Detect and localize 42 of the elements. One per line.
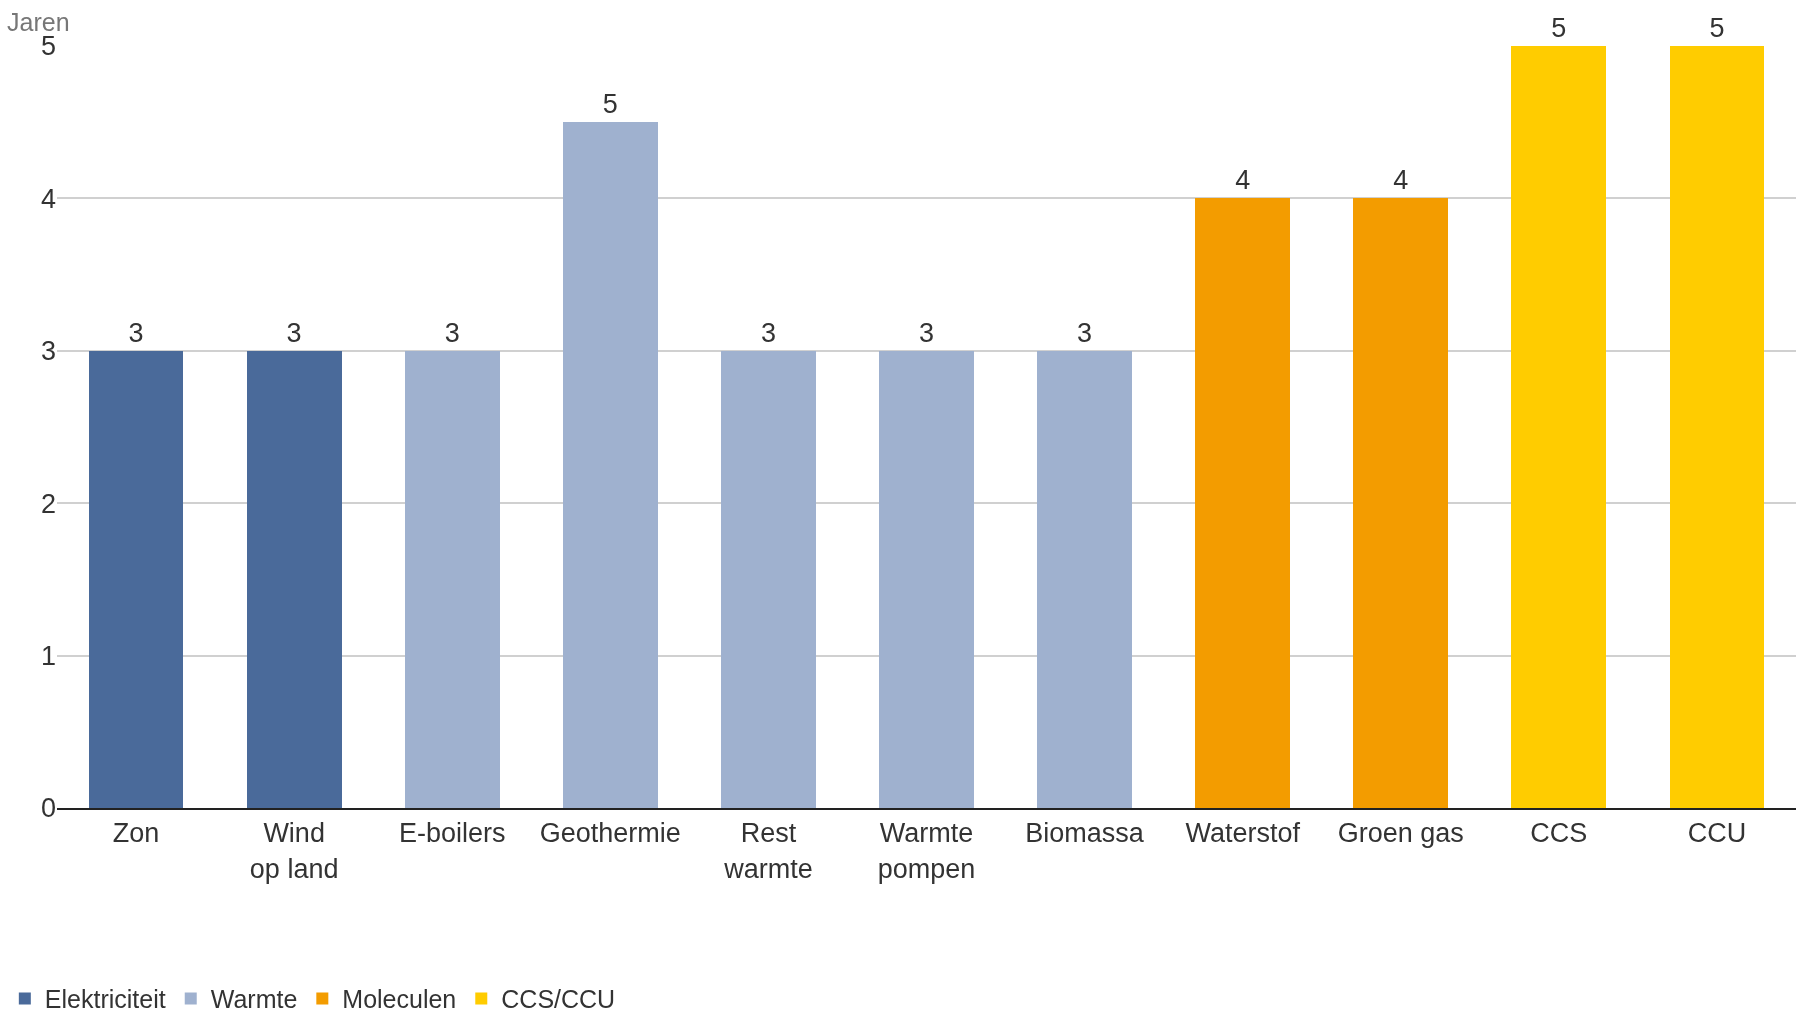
data-label: 3 (1077, 317, 1093, 348)
bar (720, 350, 816, 808)
legend-label: CCS/CCU (501, 985, 616, 1014)
data-label: 3 (286, 317, 302, 348)
legend-label: Warmte (210, 985, 298, 1014)
data-label: 4 (1235, 165, 1251, 196)
data-label: 5 (602, 89, 618, 120)
data-label: 3 (918, 317, 935, 348)
data-label: 3 (128, 317, 144, 348)
bar (1669, 46, 1765, 808)
y-tick-label: 4 (40, 183, 56, 214)
x-tick-label: Waterstof (1185, 818, 1301, 849)
x-tick-label: Wind op land (249, 818, 339, 884)
bar (88, 350, 184, 808)
data-label: 3 (760, 317, 776, 348)
data-label: 4 (1393, 165, 1409, 196)
bar (1511, 46, 1607, 808)
y-tick-label: 3 (40, 336, 56, 367)
x-tick-label: Zon (112, 818, 160, 849)
data-label: 3 (444, 317, 460, 348)
y-tick-label: 2 (40, 488, 56, 519)
x-tick-label: E-boilers (398, 818, 506, 849)
legend-label: Elektriciteit (44, 985, 166, 1014)
y-tick-label: 1 (40, 641, 56, 672)
x-tick-label: CCS (1530, 818, 1588, 849)
x-tick-label: Rest warmte (723, 818, 813, 884)
x-tick-label: Groen gas (1337, 818, 1464, 849)
bar (1353, 198, 1449, 808)
bar (246, 350, 342, 808)
x-tick-label: Warmte pompen (877, 818, 976, 884)
legend-label: Moleculen (342, 985, 457, 1014)
x-tick-label: Geothermie (539, 818, 681, 849)
data-label: 5 (1551, 13, 1567, 43)
bar (562, 122, 658, 808)
y-tick-label: 0 (40, 793, 56, 824)
bar (879, 350, 974, 808)
x-tick-label: Biomassa (1025, 818, 1145, 849)
x-tick-label: CCU (1687, 818, 1747, 849)
bar (1037, 350, 1133, 808)
bar (404, 350, 500, 808)
bar (1195, 198, 1291, 808)
data-label: 5 (1709, 13, 1725, 43)
